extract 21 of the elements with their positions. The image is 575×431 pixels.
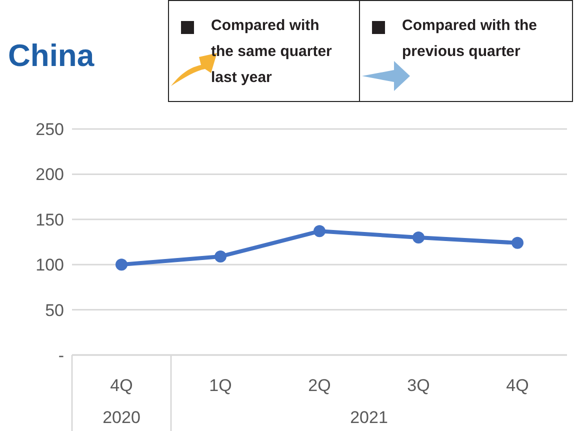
point [116, 258, 128, 271]
y-tick-label: 200 [36, 165, 64, 184]
text: Compared with the previous quarter [402, 16, 538, 62]
y-tick-label: 100 [36, 256, 64, 275]
point [512, 236, 524, 249]
chart-title: China [8, 38, 94, 74]
x-tick-label: 4Q [506, 376, 529, 395]
y-tick-label: - [58, 346, 64, 366]
point [214, 250, 226, 262]
point [412, 231, 424, 244]
y-tick-label: 150 [36, 210, 64, 230]
text: Compared with the same quarter last year [211, 16, 333, 88]
x-tick-label: 1Q [209, 376, 232, 395]
y-tick-label: 250 [36, 120, 64, 140]
x-tick-label: 3Q [407, 376, 430, 395]
x-tick-label: 4Q [110, 376, 133, 395]
y-tick-label: 50 [45, 300, 64, 320]
x-tick-label: 2Q [308, 376, 331, 395]
text: 2021 [350, 408, 388, 427]
text: 2020 [102, 408, 140, 427]
point [314, 225, 326, 238]
